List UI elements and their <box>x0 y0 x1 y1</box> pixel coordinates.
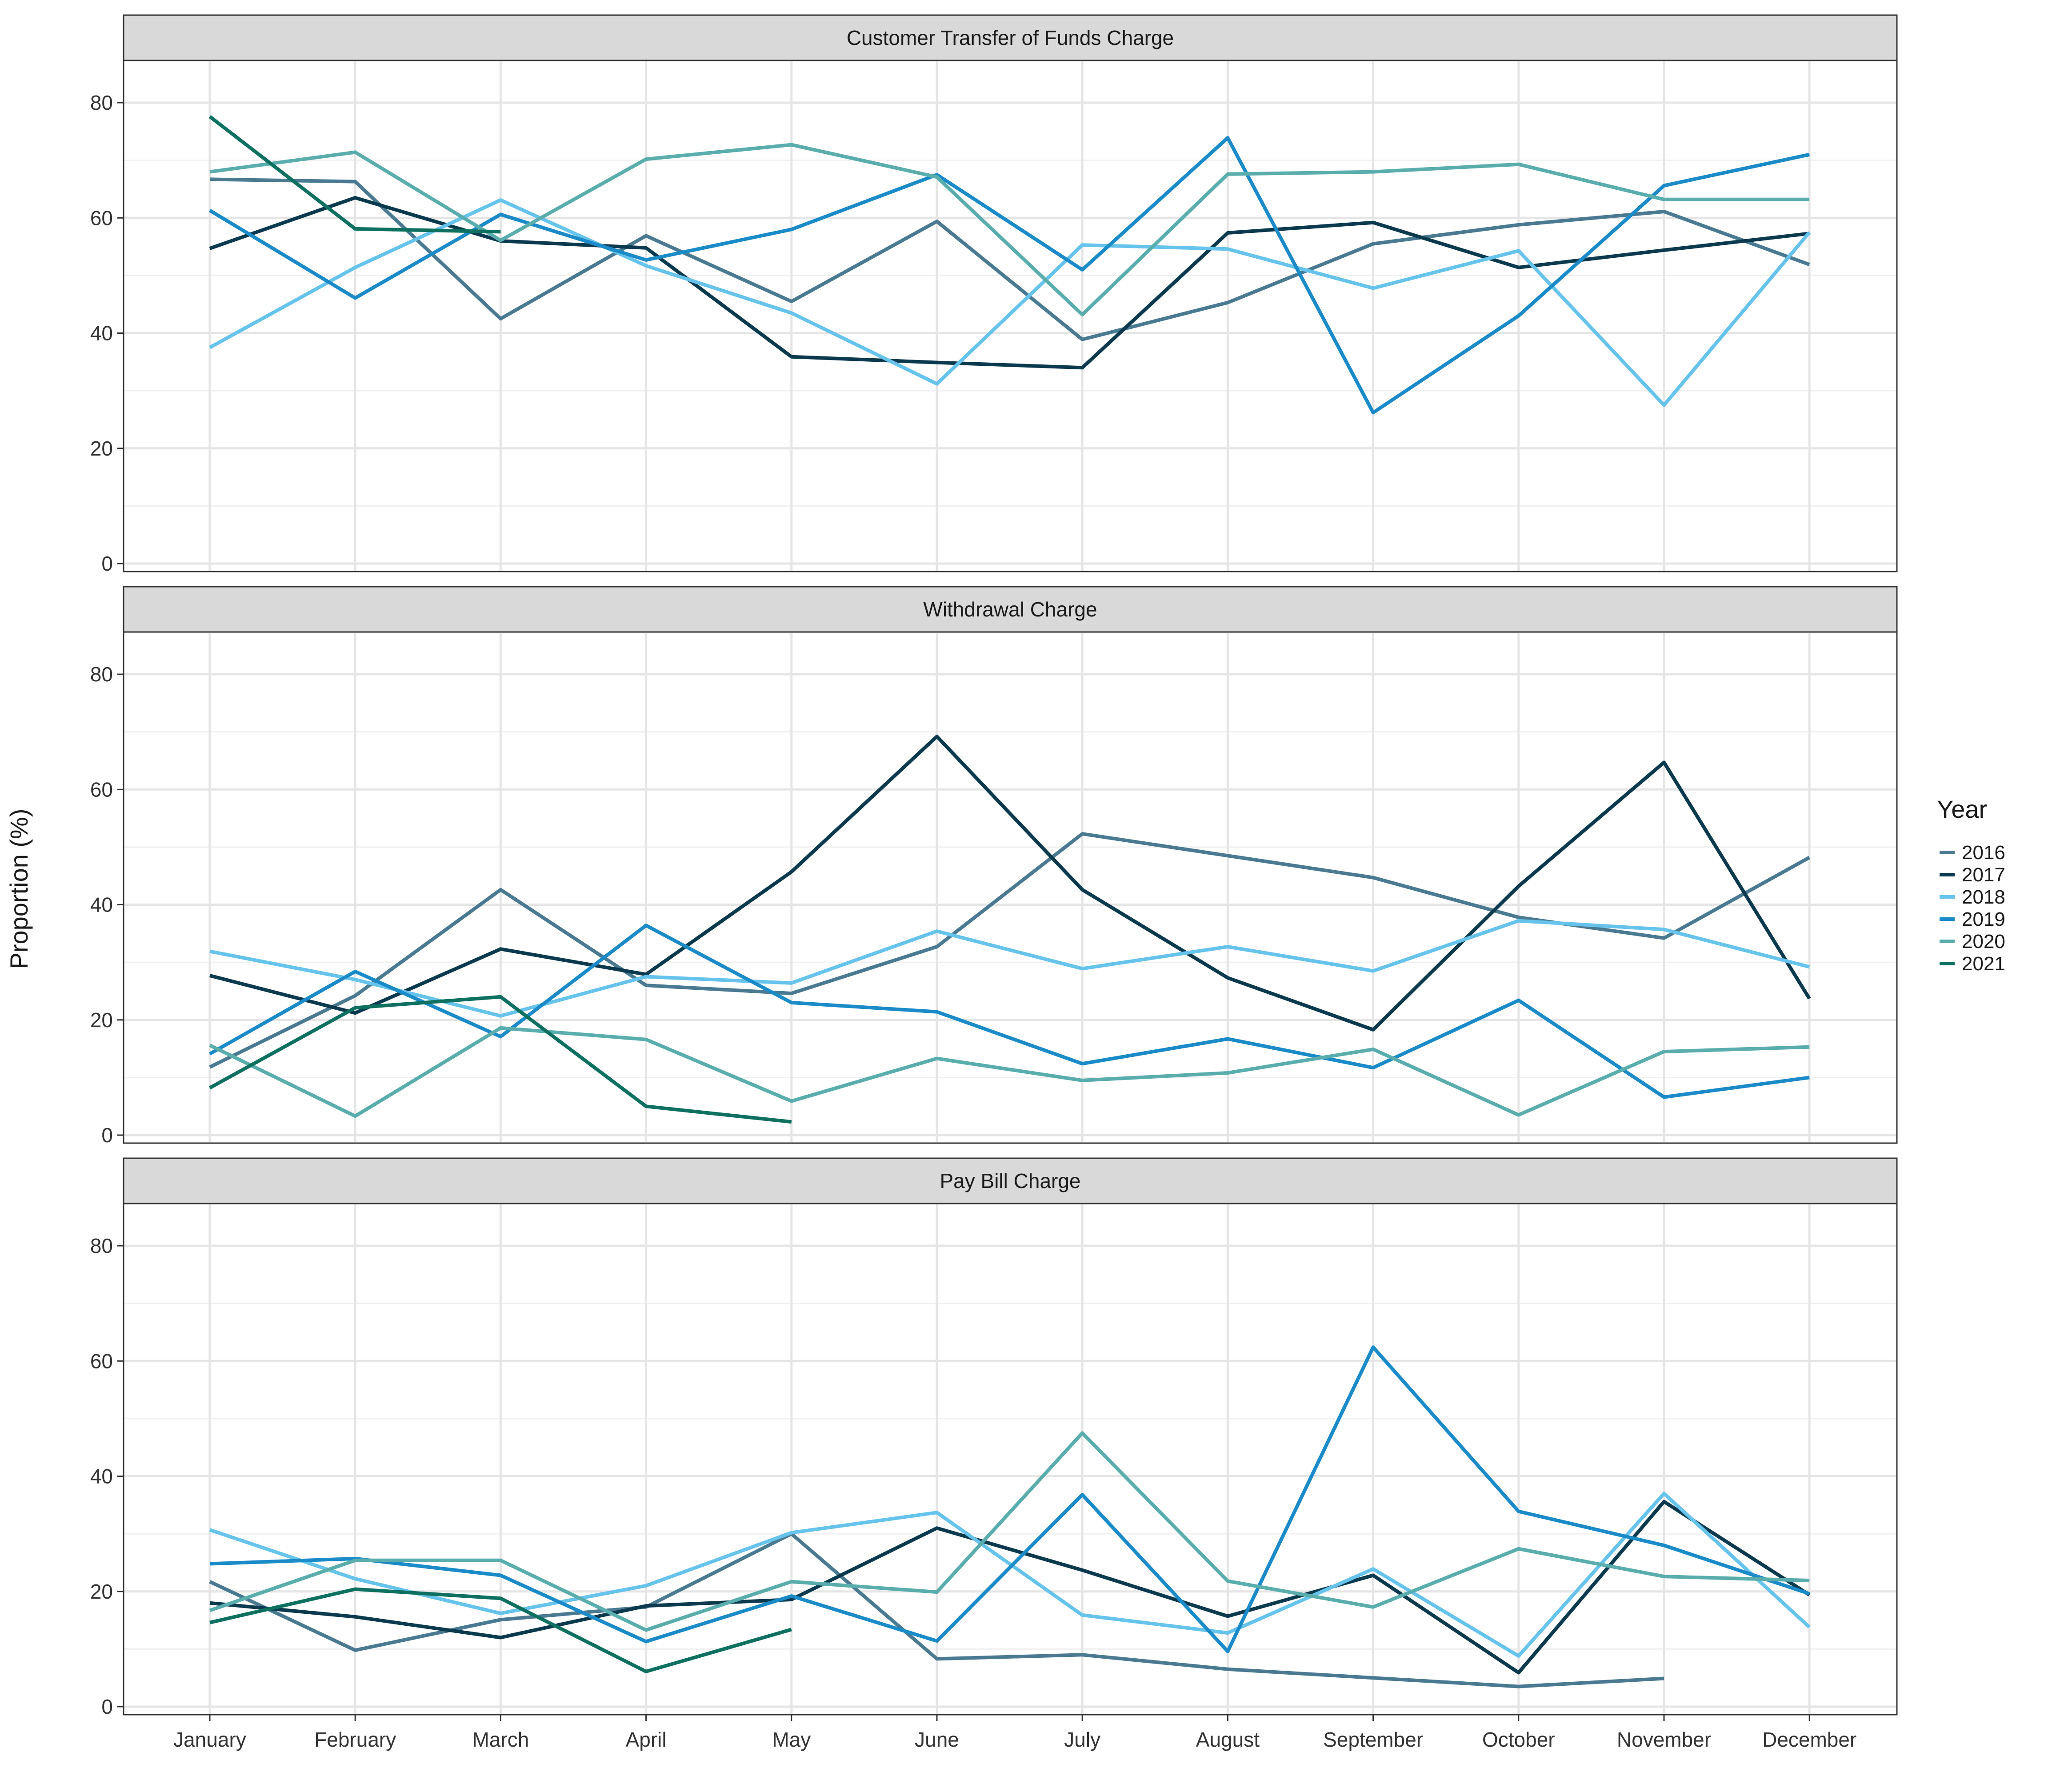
y-axis: 0 20 40 60 80 <box>90 91 124 575</box>
y-axis: 0 20 40 60 80 <box>90 1234 124 1718</box>
plot-area <box>123 1203 1898 1716</box>
legend-title: Year <box>1937 795 1987 823</box>
y-tick-label: 60 <box>90 1349 113 1372</box>
series-line-2016 <box>209 177 1810 341</box>
y-tick-label: 60 <box>90 778 113 801</box>
panels: Customer Transfer of Funds Charge 0 20 40 60… <box>90 14 1898 1751</box>
y-tick-label: 20 <box>90 1580 113 1603</box>
x-tick-label: September <box>1323 1728 1423 1751</box>
panel-strip <box>123 1157 1898 1204</box>
x-tick-label: August <box>1196 1728 1260 1751</box>
legend-item-2020: 2020 <box>1940 931 2005 952</box>
x-tick-label: November <box>1617 1728 1711 1751</box>
series-line-2020 <box>209 1026 1810 1118</box>
series-line-2021 <box>208 115 501 234</box>
series-line-2019 <box>208 136 1810 415</box>
legend-item-2019: 2019 <box>1940 908 2005 930</box>
panel-3: Pay Bill Charge 0 20 40 60 80 January February M… <box>90 1157 1898 1751</box>
legend-item-2021: 2021 <box>1940 953 2005 975</box>
legend-label: 2020 <box>1962 931 2005 952</box>
x-tick-label: July <box>1064 1728 1100 1751</box>
x-tick-label: January <box>173 1728 246 1751</box>
legend-item-2018: 2018 <box>1940 886 2005 908</box>
gridlines <box>124 61 1896 571</box>
legend-label: 2019 <box>1962 908 2005 930</box>
y-tick-label: 0 <box>101 1124 113 1147</box>
y-tick-label: 80 <box>90 663 113 686</box>
panel-strip <box>123 14 1898 61</box>
series-line-2019 <box>209 1345 1810 1653</box>
y-tick-label: 0 <box>101 552 113 575</box>
series-line-2019 <box>209 924 1810 1099</box>
y-tick-label: 40 <box>90 322 113 345</box>
x-tick-label: June <box>915 1728 959 1751</box>
panel-title: Withdrawal Charge <box>923 598 1097 621</box>
series-line-2017 <box>209 196 1810 370</box>
x-axis: January February March April May June July Augu… <box>173 1715 1856 1751</box>
panel-strip <box>123 586 1898 633</box>
y-tick-label: 20 <box>90 1008 113 1032</box>
panel-title: Pay Bill Charge <box>940 1169 1080 1192</box>
series-line-2020 <box>209 1431 1810 1632</box>
legend-item-2017: 2017 <box>1940 864 2005 886</box>
series-line-2017 <box>209 735 1811 1032</box>
x-tick-label: April <box>626 1728 667 1751</box>
x-tick-label: February <box>314 1728 396 1751</box>
x-tick-label: March <box>472 1728 529 1751</box>
x-tick-label: October <box>1482 1728 1555 1751</box>
series-lines <box>209 1345 1811 1688</box>
series-lines <box>208 115 1811 415</box>
y-tick-label: 40 <box>90 893 113 916</box>
y-tick-label: 60 <box>90 206 113 229</box>
series-line-2021 <box>209 995 792 1124</box>
legend-item-2016: 2016 <box>1940 842 2005 864</box>
legend-label: 2016 <box>1962 842 2005 864</box>
series-line-2020 <box>209 143 1810 316</box>
series-line-2021 <box>209 1587 792 1673</box>
y-tick-label: 40 <box>90 1465 113 1488</box>
series-lines <box>209 735 1811 1124</box>
legend-label: 2017 <box>1962 864 2005 886</box>
legend-label: 2018 <box>1962 886 2005 908</box>
y-tick-label: 80 <box>90 1234 113 1257</box>
legend-label: 2021 <box>1962 953 2005 975</box>
series-line-2018 <box>209 198 1811 407</box>
y-tick-label: 20 <box>90 437 113 460</box>
panel-2: Withdrawal Charge 0 20 40 60 80 <box>90 586 1898 1147</box>
y-tick-label: 80 <box>90 91 113 114</box>
panel-1: Customer Transfer of Funds Charge 0 20 40 60… <box>90 14 1898 575</box>
panel-title: Customer Transfer of Funds Charge <box>847 26 1174 49</box>
y-axis: 0 20 40 60 80 <box>90 663 124 1147</box>
series-line-2018 <box>209 1492 1811 1658</box>
y-axis-title: Proportion (%) <box>5 808 33 969</box>
x-tick-label: May <box>772 1728 811 1751</box>
series-line-2018 <box>209 919 1810 1018</box>
x-tick-label: December <box>1762 1728 1856 1751</box>
series-line-2017 <box>209 1500 1811 1675</box>
y-tick-label: 0 <box>101 1695 113 1718</box>
